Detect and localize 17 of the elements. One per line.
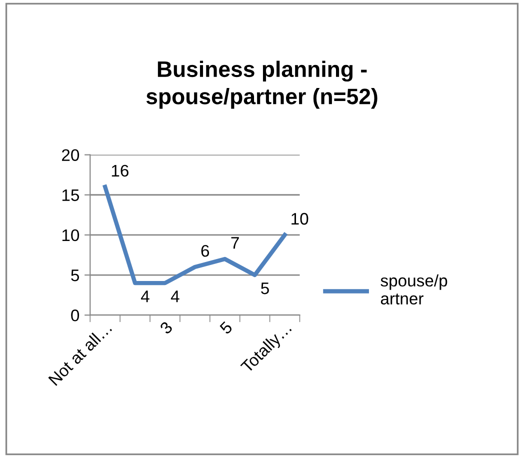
y-tick-label: 10 <box>62 229 80 242</box>
legend-label: spouse/partner <box>380 274 448 305</box>
y-tick-label: 0 <box>71 310 80 322</box>
x-tick-label: Not at all… <box>48 322 112 386</box>
x-tick-label: 3 <box>159 320 174 335</box>
y-tick-label: 15 <box>62 189 80 202</box>
data-label: 5 <box>261 282 269 294</box>
data-label: 10 <box>292 212 308 225</box>
data-label: 4 <box>170 290 180 302</box>
y-tick-label: 5 <box>71 270 80 282</box>
data-label: 6 <box>201 244 210 257</box>
x-tick-label: 5 <box>219 320 234 335</box>
chart-title: Business planning - spouse/partner (n=52) <box>146 60 378 109</box>
data-label: 7 <box>231 237 239 249</box>
data-label: 4 <box>140 290 150 302</box>
y-tick-label: 20 <box>62 149 80 162</box>
data-label: 16 <box>112 164 128 177</box>
